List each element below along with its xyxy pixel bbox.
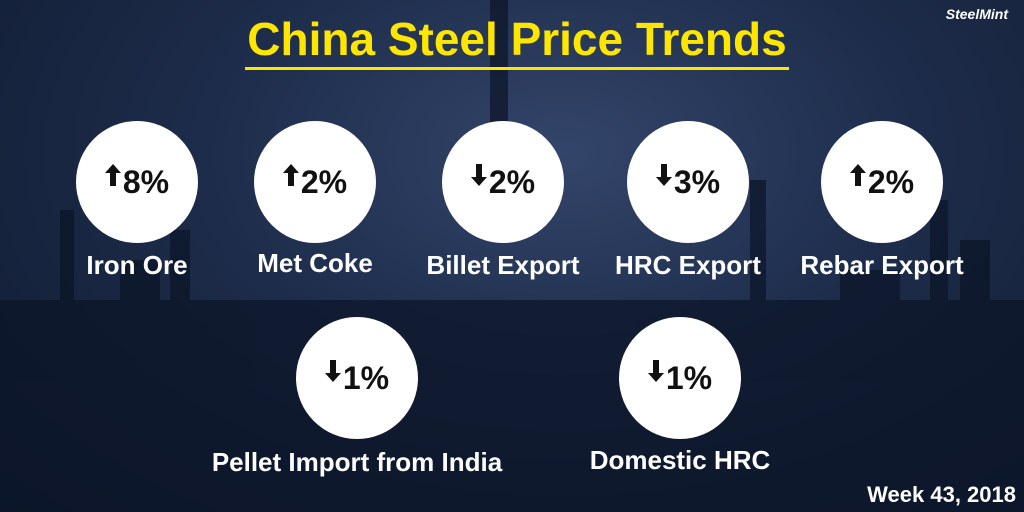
change-badge: 2%	[254, 121, 376, 243]
change-badge: 3%	[627, 121, 749, 243]
title-text: China Steel Price Trends	[245, 13, 789, 70]
change-badge: 1%	[619, 317, 741, 439]
item-label: Iron Ore	[86, 250, 188, 280]
item-label: Domestic HRC	[589, 445, 771, 475]
change-value: 3%	[673, 163, 721, 200]
direction-arrow	[655, 164, 672, 186]
change-value: 2%	[488, 163, 536, 200]
direction-arrow	[282, 164, 299, 186]
brand-logo: SteelMint	[945, 6, 1008, 22]
direction-arrow	[324, 360, 341, 382]
direction-arrow	[470, 164, 487, 186]
direction-arrow	[647, 360, 664, 382]
title: China Steel Price Trends	[0, 12, 1024, 70]
item-label: Rebar Export	[800, 250, 964, 280]
item-label: Billet Export	[426, 250, 580, 280]
change-value: 2%	[300, 163, 348, 200]
change-value: 2%	[867, 163, 915, 200]
direction-arrow	[104, 164, 121, 186]
change-badge: 2%	[821, 121, 943, 243]
change-badge: 1%	[296, 317, 418, 439]
change-value: 1%	[665, 359, 713, 396]
change-badge: 8%	[76, 121, 198, 243]
change-value: 8%	[122, 163, 170, 200]
direction-arrow	[849, 164, 866, 186]
week-label: Week 43, 2018	[867, 482, 1016, 507]
item-label: Pellet Import from India	[211, 447, 503, 477]
item-label: HRC Export	[615, 250, 761, 280]
change-badge: 2%	[442, 121, 564, 243]
change-value: 1%	[342, 359, 390, 396]
item-label: Met Coke	[257, 248, 373, 278]
